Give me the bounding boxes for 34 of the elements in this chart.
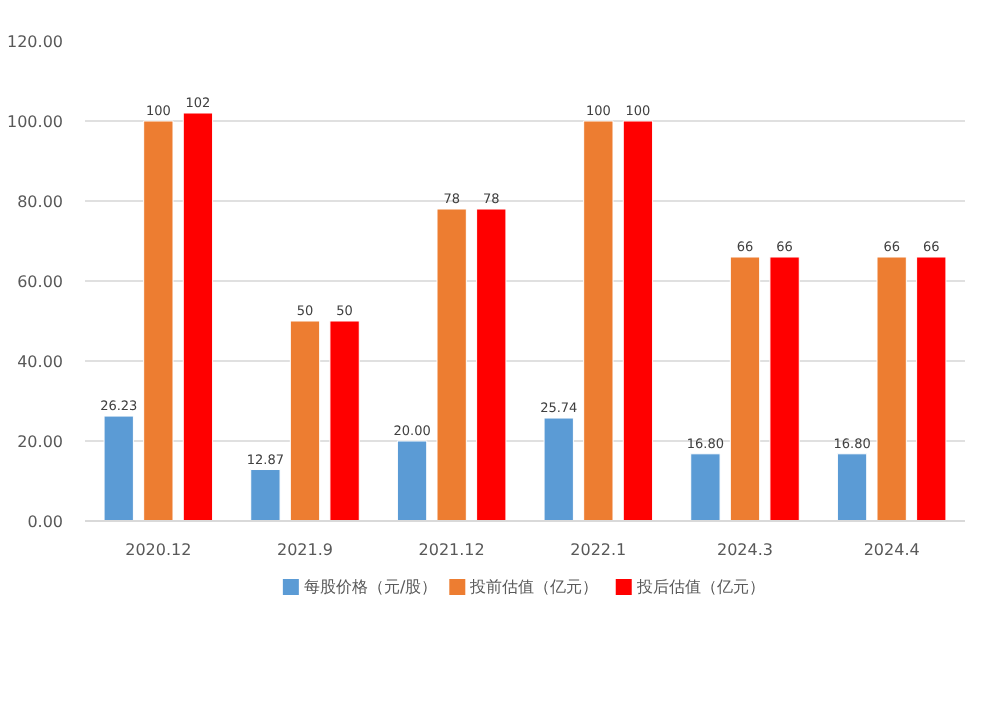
legend-label: 投前估值（亿元） xyxy=(468,578,599,596)
bar xyxy=(622,120,654,521)
legend-label: 投后估值（亿元） xyxy=(634,578,765,596)
bar xyxy=(876,256,907,521)
y-tick-label: 0.00 xyxy=(27,513,63,531)
bar xyxy=(690,453,721,521)
x-tick-label: 2024.3 xyxy=(717,541,774,559)
bar xyxy=(543,417,574,521)
bar xyxy=(476,208,507,521)
y-tick-label: 60.00 xyxy=(17,273,64,291)
bar xyxy=(436,208,467,521)
bar xyxy=(836,453,868,521)
bar xyxy=(583,120,614,521)
bar xyxy=(396,440,428,521)
x-tick-label: 2020.12 xyxy=(125,541,192,559)
bar xyxy=(182,112,214,521)
x-tick-label: 2024.4 xyxy=(863,541,920,559)
bar xyxy=(769,256,800,521)
x-tick-label: 2021.12 xyxy=(418,541,485,559)
bar xyxy=(729,256,761,521)
y-tick-label: 120.00 xyxy=(7,33,64,51)
legend-label: 每股价格（元/股） xyxy=(304,578,438,596)
bar xyxy=(143,120,174,521)
y-tick-label: 40.00 xyxy=(17,353,64,371)
bar xyxy=(289,320,321,521)
x-tick-label: 2021.9 xyxy=(277,541,334,559)
y-tick-label: 20.00 xyxy=(17,433,64,451)
bar xyxy=(250,469,281,521)
bar xyxy=(103,415,134,521)
bar xyxy=(916,256,947,521)
y-tick-label: 100.00 xyxy=(7,113,64,131)
x-tick-label: 2022.1 xyxy=(570,541,627,559)
y-tick-label: 80.00 xyxy=(17,193,64,211)
bar xyxy=(329,320,360,521)
